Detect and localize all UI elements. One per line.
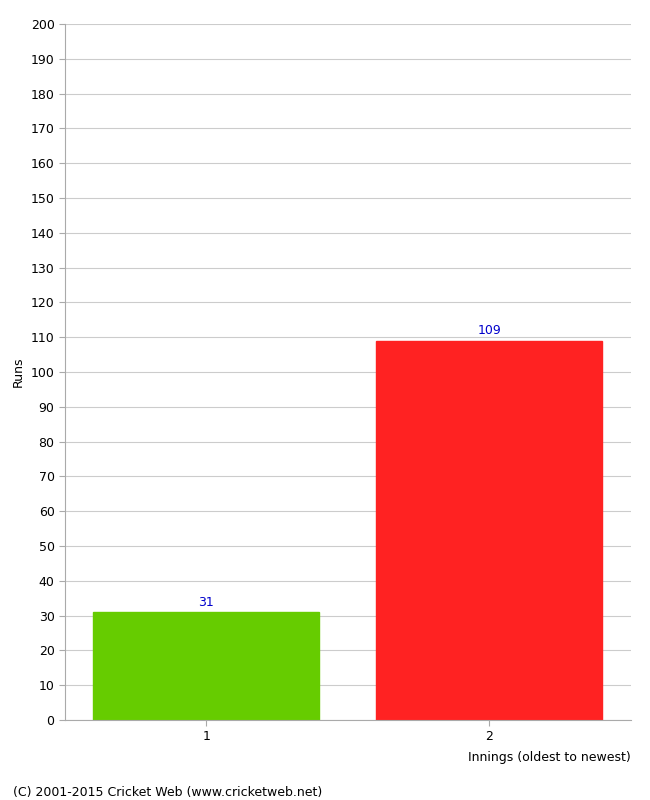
Text: 109: 109 <box>477 324 501 338</box>
Y-axis label: Runs: Runs <box>12 357 25 387</box>
Text: 31: 31 <box>198 596 214 609</box>
Text: (C) 2001-2015 Cricket Web (www.cricketweb.net): (C) 2001-2015 Cricket Web (www.cricketwe… <box>13 786 322 799</box>
Text: Innings (oldest to newest): Innings (oldest to newest) <box>468 751 630 764</box>
Bar <box>376 341 603 720</box>
Bar <box>94 612 320 720</box>
